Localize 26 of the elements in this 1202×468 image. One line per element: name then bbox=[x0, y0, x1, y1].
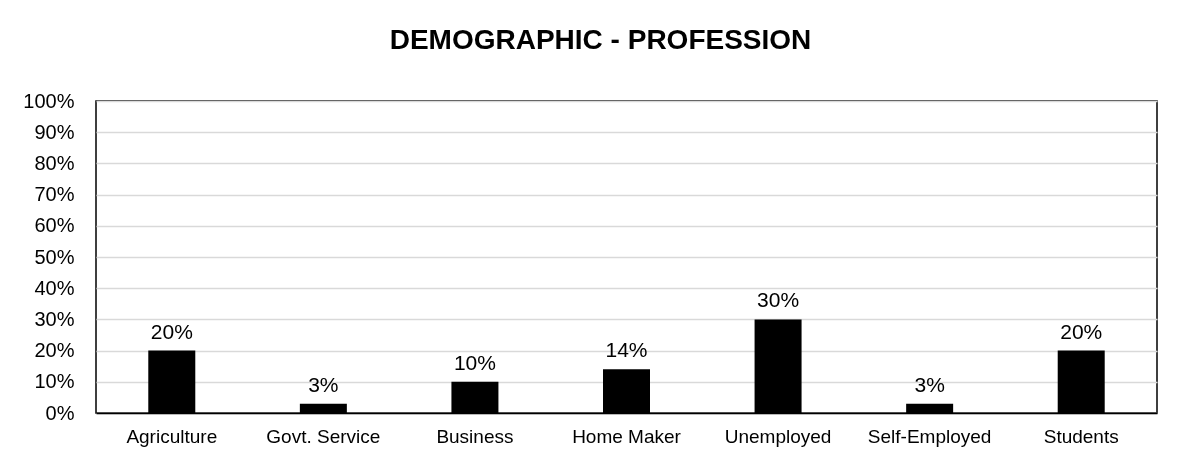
data-label: 30% bbox=[757, 288, 800, 312]
y-tick-label: 100% bbox=[23, 89, 75, 112]
x-tick-label: Agriculture bbox=[126, 425, 218, 447]
y-tick-label: 60% bbox=[34, 214, 75, 237]
data-label: 10% bbox=[453, 350, 496, 374]
data-label: 3% bbox=[308, 372, 339, 396]
x-tick-label: Govt. Service bbox=[266, 425, 381, 447]
data-label: 14% bbox=[605, 338, 648, 362]
data-label: 20% bbox=[1060, 319, 1103, 343]
x-tick-label: Business bbox=[436, 425, 514, 447]
data-label: 20% bbox=[150, 319, 193, 343]
y-tick-label: 30% bbox=[34, 307, 75, 330]
data-label: 3% bbox=[914, 372, 945, 396]
y-tick-label: 0% bbox=[45, 401, 75, 424]
y-tick-label: 20% bbox=[34, 339, 75, 362]
y-tick-label: 10% bbox=[34, 370, 75, 393]
y-tick-label: 90% bbox=[34, 120, 75, 143]
y-tick-label: 80% bbox=[34, 151, 75, 174]
x-tick-label: Self-Employed bbox=[867, 425, 992, 447]
chart-title: DEMOGRAPHIC - PROFESSION bbox=[389, 24, 812, 55]
x-tick-label: Home Maker bbox=[572, 425, 682, 447]
x-tick-label: Students bbox=[1043, 425, 1119, 447]
y-tick-label: 70% bbox=[34, 183, 75, 206]
x-tick-label: Unemployed bbox=[724, 425, 832, 447]
y-tick-label: 40% bbox=[34, 276, 75, 299]
y-tick-label: 50% bbox=[34, 245, 75, 268]
